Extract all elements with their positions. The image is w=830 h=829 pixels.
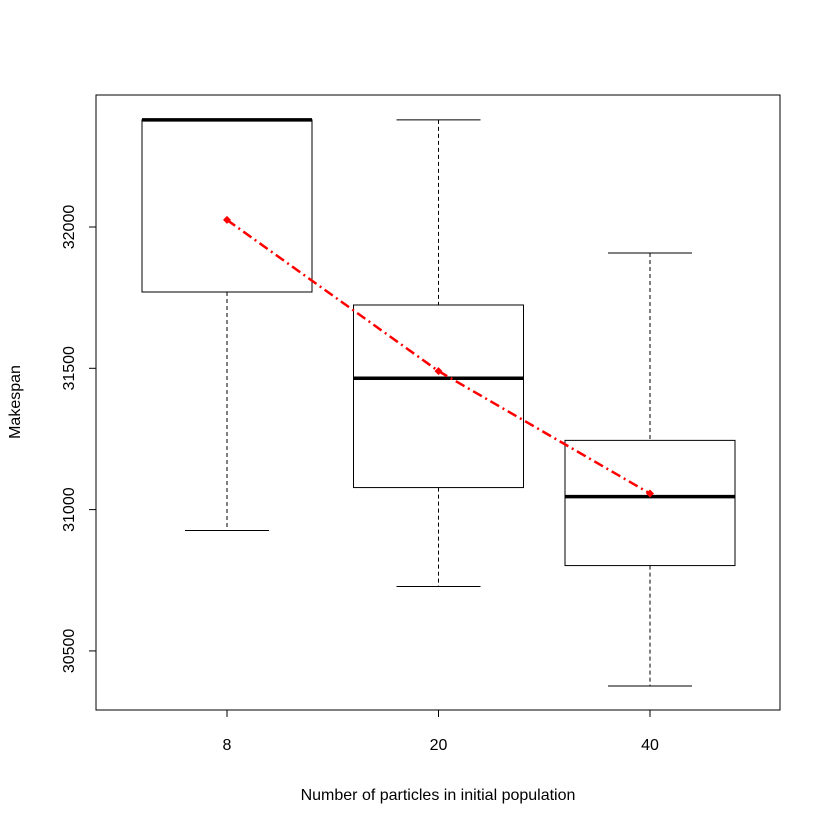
box bbox=[353, 304, 524, 489]
mean-point bbox=[223, 215, 231, 224]
box bbox=[564, 439, 736, 567]
x-tick-label: 40 bbox=[641, 737, 659, 754]
x-tick-label: 8 bbox=[223, 737, 232, 754]
box bbox=[141, 119, 313, 293]
y-tick-label: 32000 bbox=[61, 205, 78, 250]
y-tick-label: 30500 bbox=[61, 629, 78, 674]
y-tick-label: 31000 bbox=[61, 487, 78, 532]
mean-point bbox=[646, 489, 654, 498]
x-axis-label: Number of particles in initial populatio… bbox=[301, 787, 576, 804]
mean-line bbox=[226, 218, 651, 495]
y-tick-label: 31500 bbox=[61, 346, 78, 391]
y-axis-label: Makespan bbox=[7, 365, 24, 439]
x-tick-label: 20 bbox=[430, 737, 448, 754]
mean-point bbox=[434, 367, 443, 376]
